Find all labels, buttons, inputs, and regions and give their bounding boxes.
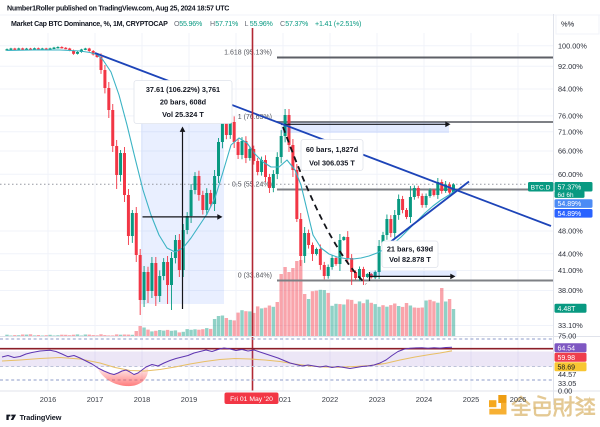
svg-text:55.96%: 55.96% <box>250 20 274 28</box>
svg-text:41.00%: 41.00% <box>558 266 583 275</box>
svg-text:L: L <box>245 20 249 28</box>
svg-text:92.00%: 92.00% <box>558 62 583 71</box>
svg-text:Number1Roller published on Tra: Number1Roller published on TradingView.c… <box>7 5 229 13</box>
svg-text:2021: 2021 <box>275 395 291 404</box>
svg-text:+1.41 (+2.51%): +1.41 (+2.51%) <box>315 20 361 28</box>
svg-text:1.618 (95.13%): 1.618 (95.13%) <box>224 49 272 56</box>
svg-text:20 bars, 608d: 20 bars, 608d <box>160 98 206 107</box>
svg-text:57.37%: 57.37% <box>285 20 309 28</box>
svg-text:H: H <box>210 20 215 28</box>
svg-text:54.89%: 54.89% <box>558 201 582 208</box>
svg-text:O: O <box>174 20 180 28</box>
svg-text:C: C <box>280 20 285 28</box>
svg-text:2016: 2016 <box>40 395 56 404</box>
svg-text:TradingView: TradingView <box>20 413 62 422</box>
svg-text:57.37%: 57.37% <box>558 184 582 191</box>
svg-text:66.00%: 66.00% <box>558 147 583 156</box>
svg-text:2023: 2023 <box>369 395 385 404</box>
svg-text:Vol 306.035 T: Vol 306.035 T <box>309 159 355 168</box>
svg-text:57.71%: 57.71% <box>215 20 239 28</box>
svg-text:48.00%: 48.00% <box>558 227 583 236</box>
svg-text:2019: 2019 <box>181 395 197 404</box>
svg-text:71.00%: 71.00% <box>558 127 583 136</box>
svg-text:33.05: 33.05 <box>558 379 576 388</box>
svg-text:60 bars, 1,827d: 60 bars, 1,827d <box>306 145 358 154</box>
svg-text:59.98: 59.98 <box>558 355 576 362</box>
svg-text:Vol 25.324 T: Vol 25.324 T <box>162 110 204 119</box>
svg-text:38.00%: 38.00% <box>558 286 583 295</box>
svg-text:21 bars, 639d: 21 bars, 639d <box>387 245 433 254</box>
svg-text:84.00%: 84.00% <box>558 85 583 94</box>
svg-text:Vol 82.878 T: Vol 82.878 T <box>389 255 431 264</box>
svg-text:2025: 2025 <box>463 395 479 404</box>
svg-text:54.89%: 54.89% <box>558 211 582 218</box>
svg-text:44.00%: 44.00% <box>558 249 583 258</box>
svg-text:58.69: 58.69 <box>558 364 576 371</box>
svg-text:0.00: 0.00 <box>558 387 572 396</box>
svg-text:2026: 2026 <box>510 395 526 404</box>
svg-text:1 (76.63%): 1 (76.63%) <box>238 114 272 121</box>
svg-text:2017: 2017 <box>87 395 103 404</box>
svg-text:33.10%: 33.10% <box>558 321 583 330</box>
svg-text:75.00: 75.00 <box>558 332 576 341</box>
svg-text:64.54: 64.54 <box>558 345 576 352</box>
svg-text:Fri 01 May '20: Fri 01 May '20 <box>230 396 273 403</box>
svg-text:100.00%: 100.00% <box>558 41 587 50</box>
svg-text:2018: 2018 <box>134 395 150 404</box>
svg-text:55.96%: 55.96% <box>179 20 203 28</box>
svg-text:0 (33.84%): 0 (33.84%) <box>238 272 272 279</box>
svg-text:2022: 2022 <box>322 395 338 404</box>
svg-text:4.48T: 4.48T <box>558 306 577 313</box>
svg-text:%%: %% <box>561 20 575 29</box>
svg-text:37.61 (106.22%) 3,761: 37.61 (106.22%) 3,761 <box>146 85 220 94</box>
svg-text:BTC.D: BTC.D <box>531 184 551 191</box>
svg-text:76.00%: 76.00% <box>558 112 583 121</box>
svg-text:2024: 2024 <box>416 395 432 404</box>
svg-text:60.00%: 60.00% <box>558 170 583 179</box>
svg-text:6d 6h: 6d 6h <box>558 192 574 199</box>
svg-text:Market Cap BTC Dominance, %, 1: Market Cap BTC Dominance, %, 1M, CRYPTOC… <box>11 20 168 28</box>
svg-text:44.57: 44.57 <box>558 370 576 379</box>
